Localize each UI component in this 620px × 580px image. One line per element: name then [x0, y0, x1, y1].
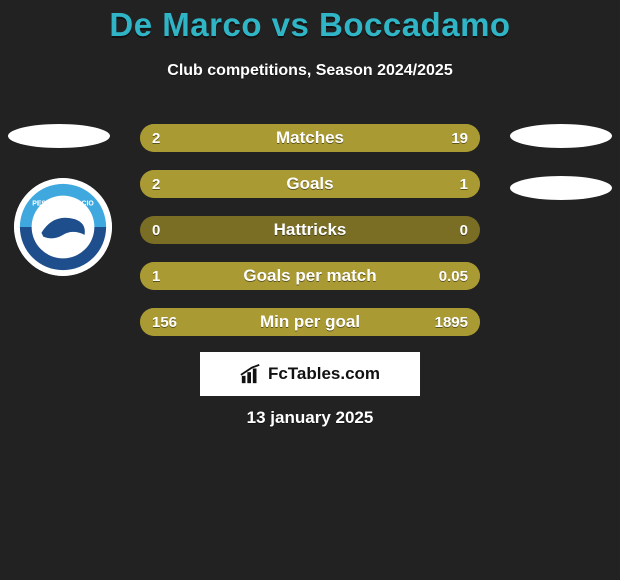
pescara-crest-icon: PESCARA CALCIO 1936 [14, 178, 112, 276]
stat-row-matches: 219Matches [140, 124, 480, 152]
comparison-bars: 219Matches 21Goals 00Hattricks 10.05Goals p… [140, 124, 480, 354]
stat-label: Matches [140, 124, 480, 152]
right-club-badge-0 [510, 124, 612, 148]
brand-text: FcTables.com [268, 364, 380, 384]
stat-row-hattricks: 00Hattricks [140, 216, 480, 244]
svg-text:1936: 1936 [55, 246, 70, 253]
stat-label: Hattricks [140, 216, 480, 244]
bar-chart-icon [240, 363, 262, 385]
left-club-badge-0 [8, 124, 110, 148]
right-club-badge-1 [510, 176, 612, 200]
stat-row-goals-per-match: 10.05Goals per match [140, 262, 480, 290]
svg-text:PESCARA CALCIO: PESCARA CALCIO [32, 200, 94, 207]
date-stamp: 13 january 2025 [0, 408, 620, 428]
page-subtitle: Club competitions, Season 2024/2025 [0, 62, 620, 80]
stat-row-goals: 21Goals [140, 170, 480, 198]
brand-badge: FcTables.com [200, 352, 420, 396]
stat-label: Goals per match [140, 262, 480, 290]
player-avatar-left: PESCARA CALCIO 1936 [14, 178, 112, 276]
stat-label: Goals [140, 170, 480, 198]
stat-row-min-per-goal: 1561895Min per goal [140, 308, 480, 336]
stat-label: Min per goal [140, 308, 480, 336]
page-title: De Marco vs Boccadamo [0, 6, 620, 44]
